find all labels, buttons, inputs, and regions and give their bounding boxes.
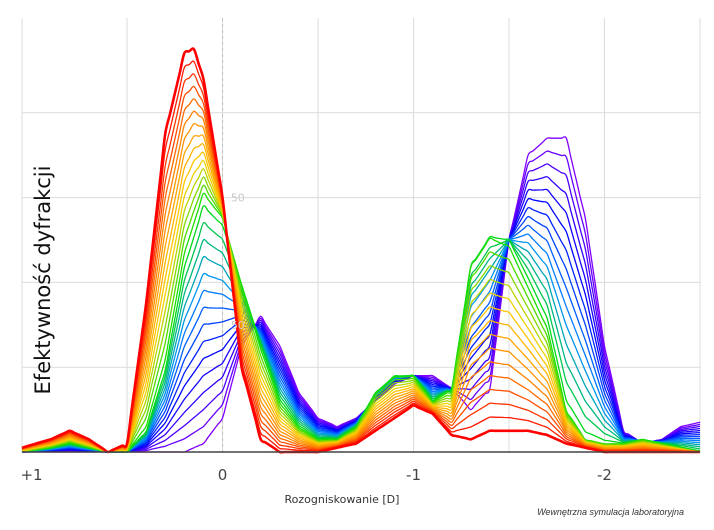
inner-axis-label: 50 <box>231 192 245 205</box>
credit-note: Wewnętrzna symulacja laboratoryjna <box>537 507 684 517</box>
x-tick-labels: +1 0 -1 -2 <box>20 466 612 484</box>
inner-axis-labels: 50 50 <box>231 192 245 332</box>
x-tick-label: -1 <box>406 466 421 484</box>
series-line-8 <box>21 142 701 453</box>
grid-lines <box>21 18 701 452</box>
inner-axis-label: 50 <box>231 319 245 332</box>
series-line-1 <box>21 60 701 453</box>
x-axis-title: Rozogniskowanie [D] <box>285 493 400 506</box>
series-line-3 <box>21 85 701 453</box>
series-line-7 <box>21 134 701 453</box>
series-line-13 <box>21 184 701 453</box>
x-tick-label: +1 <box>20 466 42 484</box>
series-line-0 <box>21 47 700 454</box>
series-line-29 <box>22 136 701 453</box>
series-line-6 <box>21 122 701 453</box>
curve-family <box>21 47 701 454</box>
x-tick-label: 0 <box>218 466 228 484</box>
y-axis-title: Efektywność dyfrakcji <box>31 166 55 395</box>
series-line-2 <box>21 73 701 453</box>
x-tick-label: -2 <box>597 466 612 484</box>
